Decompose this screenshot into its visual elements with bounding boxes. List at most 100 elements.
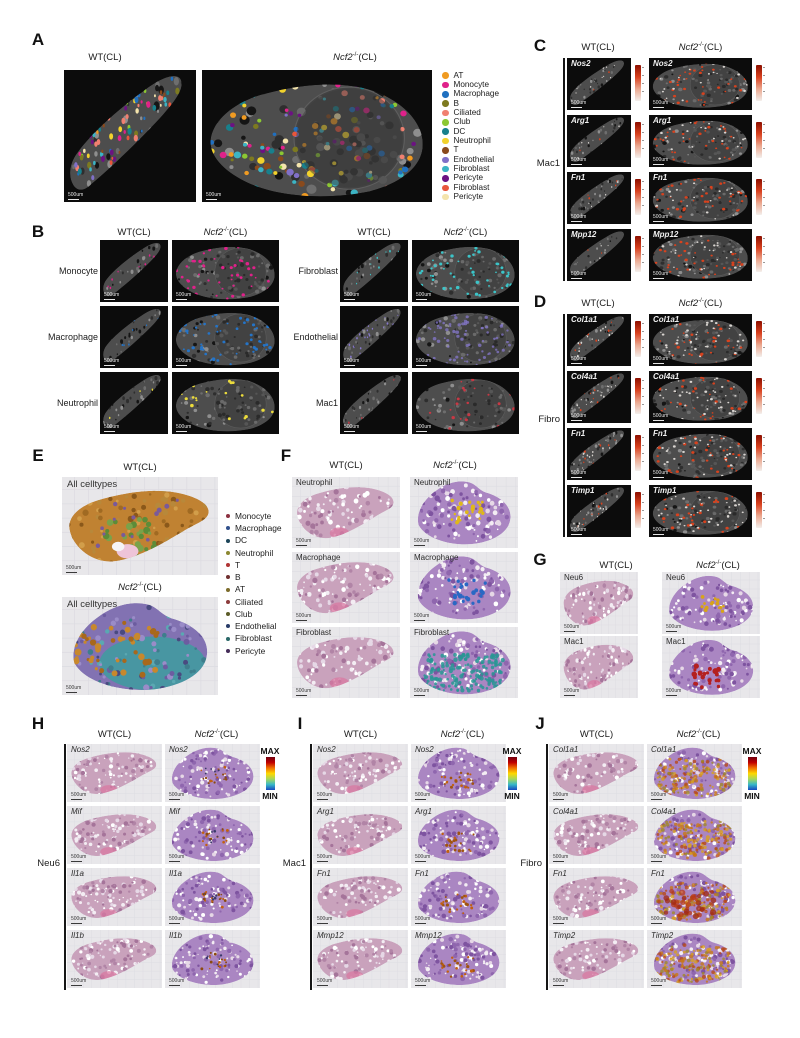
scale-bar-line	[653, 164, 664, 165]
legend-dot	[226, 636, 230, 641]
scale-bar: 500um	[651, 854, 666, 862]
panel-I-colorbar: MAX MIN	[498, 746, 526, 808]
scale-bar-label: 500um	[571, 527, 587, 534]
panel-B-tissue-image: 500um	[172, 306, 279, 368]
scale-bar-label: 500um	[104, 424, 120, 431]
tissue-svg	[412, 240, 519, 302]
scale-bar-line	[71, 861, 82, 862]
tissue-svg	[549, 868, 644, 926]
tissue-svg	[165, 806, 260, 864]
panel-C-tissue-image: Arg1 500um	[567, 115, 631, 167]
panel-B-row-label: Neutrophil	[56, 398, 98, 408]
scale-bar-label: 500um	[553, 792, 569, 799]
legend-dot	[226, 514, 230, 519]
image-label: Mif	[71, 807, 82, 816]
tissue-svg	[62, 597, 218, 695]
scale-bar: 500um	[104, 292, 119, 300]
scale-bar-line	[571, 107, 582, 108]
tissue-svg	[649, 115, 752, 167]
legend-item: Fibroblast	[226, 633, 282, 645]
ko-sup: -/-	[352, 52, 359, 58]
scale-bar-line	[206, 199, 217, 200]
scale-bar: 500um	[666, 624, 681, 632]
scale-bar: 500um	[653, 100, 668, 108]
panel-H-tissue-image: Il1a 500um	[67, 868, 162, 926]
tissue-svg	[165, 868, 260, 926]
panel-C-tissue-image: Mpp12 500um	[649, 229, 752, 281]
legend-dot	[226, 599, 230, 604]
scale-bar-label: 500um	[176, 292, 192, 299]
panel-F-tissue-image: Fibroblast 500um	[292, 627, 400, 698]
ko-rest: (CL)	[358, 52, 377, 64]
legend-item: Endothelial	[226, 620, 282, 632]
panel-J-ko-header: Ncf2-/-(CL)	[651, 729, 746, 740]
panel-H-colorbar: MAX MIN	[256, 746, 284, 808]
scale-bar-line	[666, 631, 677, 632]
legend-dot	[442, 147, 449, 154]
tissue-svg	[549, 930, 644, 988]
image-label: Fn1	[553, 869, 567, 878]
legend-item: Pericyte	[442, 192, 499, 201]
legend-item: Fibroblast	[442, 183, 499, 192]
scale-bar-label: 500um	[66, 565, 82, 572]
colorbar-min-label: MIN	[504, 791, 520, 802]
panel-B-tissue-image: 500um	[340, 240, 408, 302]
scale-bar-line	[571, 278, 582, 279]
ko-gene: Ncf2	[440, 729, 461, 741]
image-label: Macrophage	[296, 553, 341, 562]
ko-sup: -/-	[460, 729, 466, 735]
panel-D-tissue-image: Col4a1 500um	[567, 371, 631, 423]
image-label: Nos2	[317, 745, 336, 754]
scale-bar-line	[71, 923, 82, 924]
scale-bar-line	[169, 861, 180, 862]
scale-bar: 500um	[653, 413, 668, 421]
image-label: Col1a1	[653, 315, 680, 324]
tissue-svg	[67, 868, 162, 926]
scale-bar-label: 500um	[344, 424, 360, 431]
tissue-svg	[410, 552, 518, 623]
scale-bar-line	[169, 799, 180, 800]
scale-bar: 500um	[344, 424, 360, 432]
ko-rest: (CL)	[219, 729, 239, 741]
scale-bar-line	[666, 695, 677, 696]
legend-label: Pericyte	[235, 645, 266, 656]
panel-H-side-label: Neu6	[37, 858, 60, 869]
scale-bar-label: 500um	[416, 292, 432, 299]
tissue-svg	[292, 627, 400, 698]
legend-dot	[226, 526, 230, 531]
colorbar-max-label: MAX	[502, 746, 522, 756]
tissue-svg	[340, 240, 408, 302]
legend-label: Monocyte	[235, 510, 272, 521]
image-label: All celltypes	[67, 479, 118, 490]
legend-item: B	[442, 99, 499, 108]
scale-bar: 500um	[176, 424, 191, 432]
scale-bar-label: 500um	[653, 271, 669, 278]
scale-bar: 500um	[414, 613, 429, 621]
scale-bar: 500um	[66, 685, 81, 693]
tissue-svg	[165, 930, 260, 988]
scale-bar: 500um	[296, 688, 311, 696]
tissue-svg	[567, 314, 631, 366]
legend-item: Macrophage	[442, 90, 499, 99]
legend-label: Endothelial	[235, 621, 277, 632]
scale-bar-line	[653, 477, 664, 478]
image-label: Timp1	[571, 486, 595, 495]
image-label: Nos2	[653, 59, 673, 68]
scale-bar: 500um	[553, 792, 569, 800]
scale-bar: 500um	[553, 978, 568, 986]
panel-G-ko-header: Ncf2-/-(CL)	[672, 560, 764, 571]
panel-H-tissue-image: Il1a 500um	[165, 868, 260, 926]
tissue-svg	[67, 930, 162, 988]
panel-G-tissue-image: Neu6 500um	[560, 572, 638, 634]
scale-bar-line	[104, 299, 115, 300]
ko-rest: (CL)	[721, 560, 740, 572]
scale-bar: 500um	[414, 688, 429, 696]
tissue-svg	[172, 372, 279, 434]
panel-C-ko-header: Ncf2-/-(CL)	[649, 42, 752, 53]
legend-item: Endothelial	[442, 155, 499, 164]
image-label: Il1b	[169, 931, 182, 940]
ko-gene: Ncf2	[194, 729, 215, 741]
panel-C-tissue-image: Arg1 500um	[649, 115, 752, 167]
legend-label: AT	[235, 584, 246, 595]
rainbow-colorbar	[747, 757, 757, 791]
